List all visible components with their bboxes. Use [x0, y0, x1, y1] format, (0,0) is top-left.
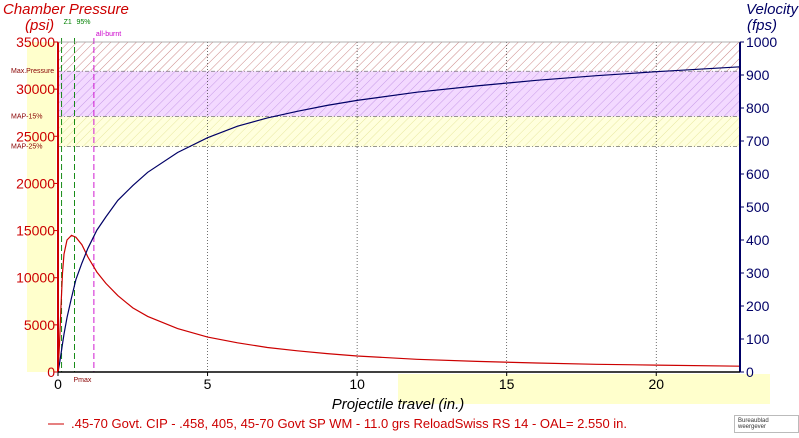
x-tick-label: 10: [349, 376, 365, 392]
y-right-tick-label: 200: [746, 298, 770, 314]
zone-max-to-map15: [58, 71, 740, 117]
marker-label: 95%: [76, 19, 90, 26]
marker-label: Z1: [64, 19, 72, 26]
y-left-tick-label: 35000: [16, 34, 55, 50]
y-left-tick-label: 20000: [16, 175, 55, 191]
series-line: [57, 66, 741, 373]
y-right-tick-label: 600: [746, 166, 770, 182]
legend-entry: .45-70 Govt. CIP - .458, 405, 45-70 Govt…: [71, 416, 627, 431]
pressure-zones: [58, 42, 740, 147]
y-right-tick-label: 400: [746, 232, 770, 248]
right-axis-unit: (fps): [747, 17, 777, 34]
marker-label: Pmax: [73, 377, 91, 384]
y-left-tick-label: 30000: [16, 81, 55, 97]
y-right-tick-label: 800: [746, 100, 770, 116]
x-tick-label: 5: [204, 376, 212, 392]
axes: 0500010000150002000025000300003500001002…: [16, 34, 777, 392]
watermark-label: Bureaublad weergever: [734, 415, 799, 433]
zone-above-max: [58, 42, 740, 72]
bottom-axis-band: [398, 374, 770, 404]
left-axis-title: Chamber Pressure: [3, 1, 129, 18]
y-left-tick-label: 0: [47, 364, 55, 380]
x-tick-label: 20: [648, 376, 664, 392]
y-right-tick-label: 500: [746, 199, 770, 215]
left-axis-unit: (psi): [25, 17, 54, 34]
event-markers: Z1 95% all-burnt Pmax: [61, 19, 121, 384]
zone-map15-to-map25: [58, 116, 740, 147]
y-right-tick-label: 0: [746, 364, 754, 380]
reference-label: Max.Pressure: [11, 68, 54, 75]
y-right-tick-label: 100: [746, 331, 770, 347]
grid: [207, 42, 657, 372]
x-tick-label: 15: [499, 376, 515, 392]
reference-lines: Max.Pressure MAP-15% MAP-25%: [11, 68, 740, 151]
x-axis-title: Projectile travel (in.): [332, 396, 465, 413]
y-right-tick-label: 300: [746, 265, 770, 281]
marker-label: all-burnt: [96, 31, 121, 38]
y-left-tick-label: 25000: [16, 128, 55, 144]
left-axis-band: [27, 42, 56, 372]
right-axis-title: Velocity: [746, 1, 799, 18]
y-left-tick-label: 15000: [16, 223, 55, 239]
y-right-tick-label: 1000: [746, 34, 777, 50]
reference-label: MAP-25%: [11, 144, 43, 151]
y-right-tick-label: 700: [746, 133, 770, 149]
series-line: [57, 234, 741, 373]
y-left-tick-label: 5000: [24, 317, 55, 333]
y-right-tick-label: 900: [746, 67, 770, 83]
y-left-tick-label: 10000: [16, 270, 55, 286]
reference-label: MAP-15%: [11, 113, 43, 120]
series-lines: [57, 66, 741, 373]
x-tick-label: 0: [54, 376, 62, 392]
